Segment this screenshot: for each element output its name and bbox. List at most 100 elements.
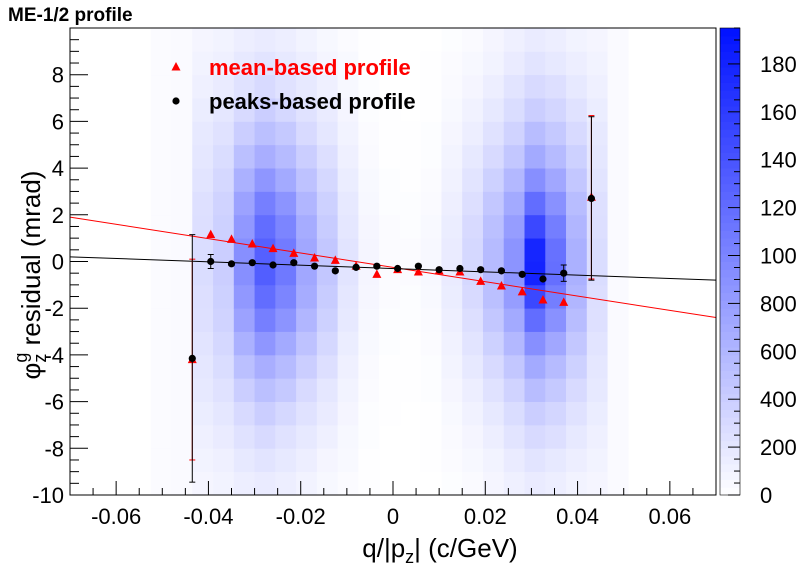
heatmap-cell	[150, 238, 172, 262]
circle-marker	[227, 260, 236, 268]
heatmap-cell	[150, 28, 172, 52]
colorbar-segment	[720, 207, 740, 216]
heatmap-cell	[275, 51, 297, 76]
colorbar-tick-label: 1400	[760, 148, 796, 173]
heatmap-cell	[462, 378, 484, 402]
colorbar-segment	[720, 269, 740, 278]
heatmap-cell	[213, 74, 235, 99]
heatmap-cell	[192, 378, 214, 402]
heatmap-cell	[586, 144, 608, 169]
heatmap-cell	[316, 401, 339, 426]
heatmap-cell	[296, 308, 318, 332]
heatmap-cell	[213, 121, 235, 146]
heatmap-cell	[337, 191, 359, 216]
triangle-marker	[289, 248, 299, 257]
heatmap-cell	[524, 214, 546, 239]
heatmap-cell	[545, 424, 567, 449]
heatmap-cell	[566, 28, 588, 52]
heatmap-cell	[296, 121, 318, 146]
colorbar-segment	[720, 35, 740, 45]
colorbar-segment	[720, 432, 740, 442]
heatmap-cell	[503, 448, 525, 473]
heatmap-cell	[441, 168, 463, 192]
heatmap-cell	[358, 98, 380, 122]
heatmap-cell	[316, 378, 339, 402]
heatmap-cell	[379, 121, 401, 146]
heatmap-cell	[586, 284, 608, 309]
colorbar-segment	[720, 354, 740, 364]
heatmap-cell	[379, 354, 401, 379]
heatmap-cell	[337, 74, 359, 99]
heatmap-cell	[379, 191, 401, 216]
colorbar-tick-label: 200	[760, 435, 796, 460]
heatmap-cell	[213, 354, 235, 379]
heatmap-cell	[358, 424, 380, 449]
colorbar-segment	[720, 160, 740, 169]
circle-marker	[269, 261, 277, 269]
circle-marker	[331, 267, 339, 275]
heatmap-cell	[171, 214, 193, 239]
heatmap-cell	[420, 214, 442, 239]
heatmap-cell	[233, 448, 255, 473]
heatmap-cell	[150, 98, 172, 122]
heatmap-cell	[482, 51, 505, 76]
heatmap-cell	[441, 191, 463, 216]
heatmap-cell	[254, 238, 276, 262]
heatmap-cell	[150, 51, 172, 76]
x-tick-label: 0.06	[648, 504, 691, 529]
x-axis: -0.06 -0.04 -0.02 0 0.02 0.04 0.06	[69, 481, 717, 529]
heatmap-cell	[524, 238, 546, 262]
y-tick-label: 2	[52, 203, 64, 228]
colorbar-segment	[720, 424, 740, 434]
colorbar-segment	[720, 393, 740, 403]
heatmap-cell	[420, 378, 442, 402]
heatmap-cell	[233, 191, 255, 216]
heatmap-cell	[171, 28, 193, 52]
heatmap-cell	[358, 74, 380, 99]
colorbar-segment	[720, 98, 740, 107]
colorbar-tick-label: 1600	[760, 100, 796, 125]
heatmap-cell	[316, 308, 339, 332]
heatmap-cell	[275, 28, 297, 52]
colorbar-segment	[720, 253, 740, 262]
heatmap-cell	[213, 378, 235, 402]
colorbar-segment	[720, 277, 740, 286]
heatmap-cell	[607, 98, 629, 122]
heatmap-cell	[399, 308, 422, 332]
heatmap-cell	[296, 401, 318, 426]
heatmap-cell	[358, 144, 380, 169]
heatmap-cell	[171, 121, 193, 146]
heatmap-cell	[545, 378, 567, 402]
heatmap-cell	[566, 378, 588, 402]
y-tick-label: -6	[44, 390, 64, 415]
heatmap-cell	[171, 354, 193, 379]
fit-lines	[69, 216, 717, 319]
fit-line-mean	[69, 216, 717, 319]
heatmap-cell	[358, 238, 380, 262]
heatmap-cell	[316, 98, 339, 122]
axis-labels: q/|pz| (c/GeV) φzg residual (mrad)	[11, 171, 518, 567]
y-tick-label: 0	[52, 250, 64, 275]
heatmap-cell	[213, 98, 235, 122]
heatmap-cell	[524, 331, 546, 356]
circle-marker	[539, 275, 547, 283]
heatmap-cell	[171, 308, 193, 332]
colorbar-segment	[720, 315, 740, 325]
heatmap-cell	[586, 121, 608, 146]
heatmap-cell	[420, 308, 442, 332]
heatmap-cell	[586, 28, 608, 52]
colorbar-segment	[720, 66, 740, 76]
heatmap-cell	[586, 168, 608, 192]
heatmap-cell	[296, 98, 318, 122]
triangle-marker	[496, 281, 506, 290]
heatmap-cell	[441, 354, 463, 379]
heatmap-cell	[171, 331, 193, 356]
heatmap-cell	[171, 448, 193, 473]
heatmap-cell	[275, 98, 297, 122]
colorbar-segment	[720, 183, 740, 192]
heatmap-cell	[233, 284, 255, 309]
heatmap-cell	[462, 401, 484, 426]
heatmap-cell	[503, 238, 525, 262]
heatmap-cell	[420, 448, 442, 473]
heatmap-cell	[192, 98, 214, 122]
